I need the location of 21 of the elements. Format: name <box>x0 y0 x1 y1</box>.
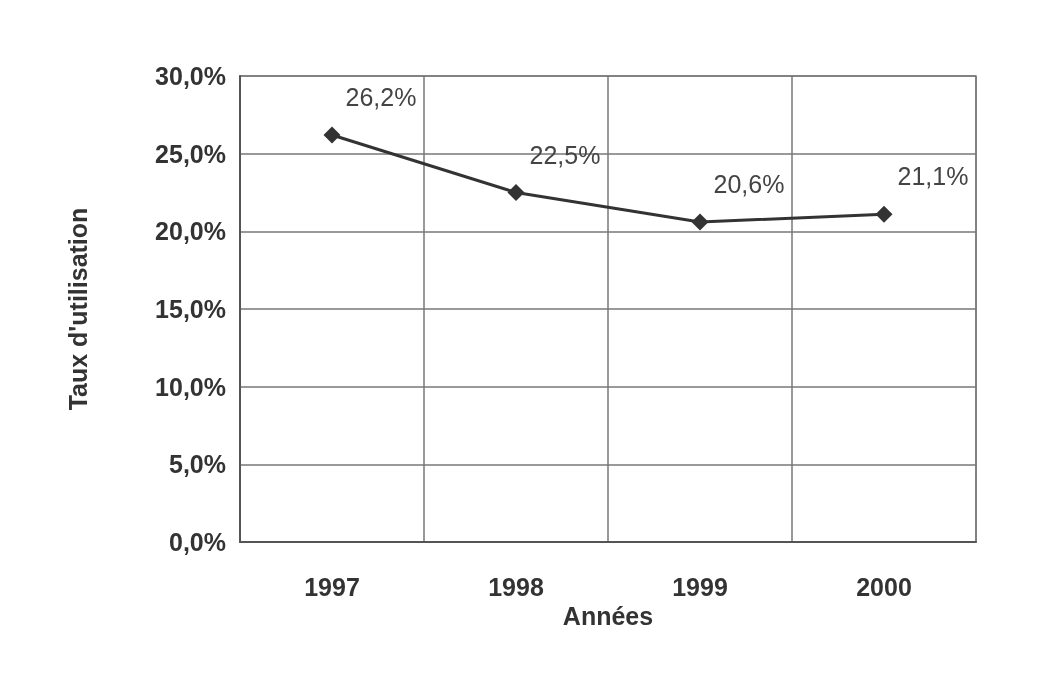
data-label: 22,5% <box>529 140 601 169</box>
x-tick-label: 1998 <box>488 572 544 601</box>
data-label: 20,6% <box>713 170 785 199</box>
y-tick-label: 15,0% <box>155 295 226 323</box>
y-tick-label: 20,0% <box>155 217 226 246</box>
data-label: 21,1% <box>897 162 969 191</box>
y-axis-title: Taux d'utilisation <box>63 207 92 411</box>
y-tick-label: 30,0% <box>155 62 226 90</box>
point <box>875 205 893 223</box>
data-label: 26,2% <box>345 83 417 112</box>
y-tick-label: 5,0% <box>169 450 226 479</box>
y-tick-label: 0,0% <box>169 528 226 556</box>
point <box>507 184 525 201</box>
point <box>323 126 341 144</box>
x-axis-title: Années <box>562 602 654 631</box>
point <box>691 213 709 231</box>
y-tick-label: 10,0% <box>155 372 226 401</box>
x-tick-label: 1999 <box>672 572 728 601</box>
y-tick-label: 25,0% <box>155 139 226 168</box>
x-tick-label: 2000 <box>856 572 912 601</box>
x-tick-label: 1997 <box>304 572 360 601</box>
